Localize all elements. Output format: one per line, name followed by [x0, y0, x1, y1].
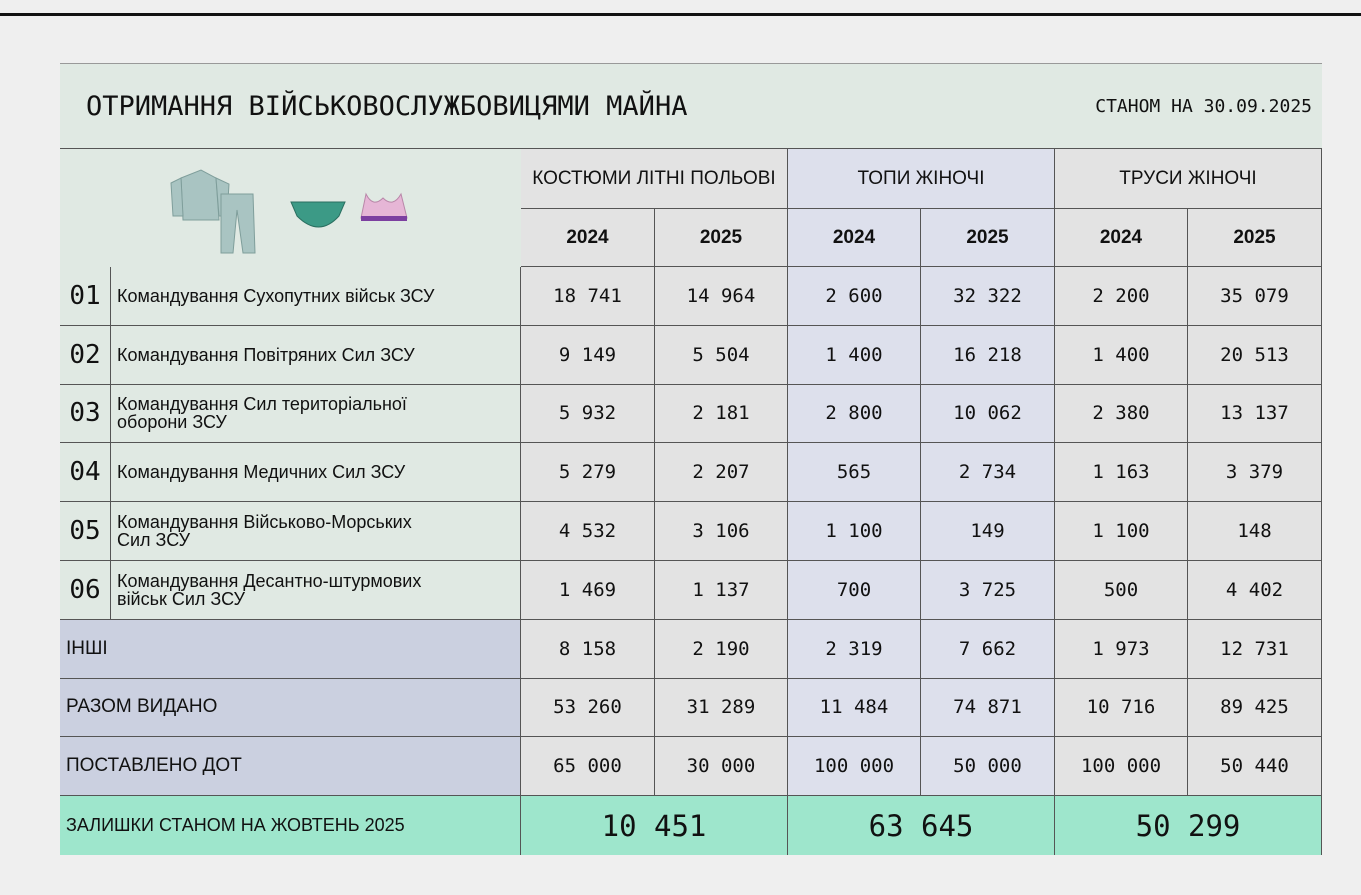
- value-cell: 31 289: [655, 678, 788, 738]
- value-cell: 2 319: [788, 619, 921, 679]
- value-cell: 4 402: [1188, 561, 1322, 620]
- row-number: 01: [60, 267, 111, 326]
- summary-label: ІНШІ: [60, 619, 521, 679]
- icons: [169, 169, 408, 254]
- value-cell: 2 734: [921, 443, 1055, 503]
- value-cell: 2 800: [788, 384, 921, 444]
- value-cell: 53 260: [521, 678, 655, 738]
- row-name: Командування Військово-Морських Сил ЗСУ: [111, 502, 521, 561]
- icons-cell: [60, 149, 521, 267]
- value-cell: 10 062: [921, 384, 1055, 444]
- value-cell: 2 380: [1055, 384, 1188, 444]
- row-number: 05: [60, 502, 111, 561]
- date: СТАНОМ НА 30.09.2025: [1095, 95, 1312, 117]
- value-cell: 35 079: [1188, 267, 1322, 326]
- remainder-label: ЗАЛИШКИ СТАНОМ НА ЖОВТЕНЬ 2025: [60, 796, 521, 855]
- value-cell: 18 741: [521, 267, 655, 326]
- remainder-value: 10 451: [521, 796, 788, 855]
- row-name: Командування Повітряних Сил ЗСУ: [111, 325, 521, 385]
- value-cell: 1 100: [1055, 502, 1188, 561]
- row-name: Командування Десантно-штурмових військ С…: [111, 561, 521, 620]
- value-cell: 3 379: [1188, 443, 1322, 503]
- value-cell: 3 106: [655, 502, 788, 561]
- value-cell: 700: [788, 561, 921, 620]
- group-header: ТРУСИ ЖІНОЧІ: [1055, 149, 1322, 209]
- value-cell: 14 964: [655, 267, 788, 326]
- value-cell: 1 100: [788, 502, 921, 561]
- value-cell: 1 400: [788, 325, 921, 385]
- value-cell: 65 000: [521, 737, 655, 797]
- value-cell: 8 158: [521, 619, 655, 679]
- value-cell: 2 207: [655, 443, 788, 503]
- value-cell: 565: [788, 443, 921, 503]
- value-cell: 1 469: [521, 561, 655, 620]
- year-header: 2025: [655, 209, 788, 267]
- value-cell: 2 600: [788, 267, 921, 326]
- value-cell: 9 149: [521, 325, 655, 385]
- value-cell: 13 137: [1188, 384, 1322, 444]
- value-cell: 20 513: [1188, 325, 1322, 385]
- group-header: КОСТЮМИ ЛІТНІ ПОЛЬОВІ: [521, 149, 788, 209]
- value-cell: 89 425: [1188, 678, 1322, 738]
- value-cell: 50 000: [921, 737, 1055, 797]
- value-cell: 50 440: [1188, 737, 1322, 797]
- value-cell: 1 163: [1055, 443, 1188, 503]
- year-header: 2024: [521, 209, 655, 267]
- value-cell: 1 400: [1055, 325, 1188, 385]
- row-number: 04: [60, 443, 111, 503]
- value-cell: 1 973: [1055, 619, 1188, 679]
- summary-label: РАЗОМ ВИДАНО: [60, 678, 521, 738]
- value-cell: 11 484: [788, 678, 921, 738]
- year-header: 2024: [1055, 209, 1188, 267]
- row-name: Командування Сил територіальної оборони …: [111, 384, 521, 444]
- value-cell: 500: [1055, 561, 1188, 620]
- row-number: 03: [60, 384, 111, 444]
- value-cell: 30 000: [655, 737, 788, 797]
- value-cell: 5 504: [655, 325, 788, 385]
- year-header: 2025: [921, 209, 1055, 267]
- value-cell: 149: [921, 502, 1055, 561]
- value-cell: 100 000: [788, 737, 921, 797]
- title-band: ОТРИМАННЯ ВІЙСЬКОВОСЛУЖБОВИЦЯМИ МАЙНА СТ…: [60, 64, 1322, 149]
- value-cell: 100 000: [1055, 737, 1188, 797]
- value-cell: 32 322: [921, 267, 1055, 326]
- value-cell: 74 871: [921, 678, 1055, 738]
- value-cell: 16 218: [921, 325, 1055, 385]
- value-cell: 2 200: [1055, 267, 1188, 326]
- value-cell: 148: [1188, 502, 1322, 561]
- row-name: Командування Сухопутних військ ЗСУ: [111, 267, 521, 326]
- table: ОТРИМАННЯ ВІЙСЬКОВОСЛУЖБОВИЦЯМИ МАЙНА СТ…: [60, 63, 1322, 855]
- remainder-value: 50 299: [1055, 796, 1322, 855]
- value-cell: 7 662: [921, 619, 1055, 679]
- year-header: 2024: [788, 209, 921, 267]
- value-cell: 2 190: [655, 619, 788, 679]
- value-cell: 12 731: [1188, 619, 1322, 679]
- row-name: Командування Медичних Сил ЗСУ: [111, 443, 521, 503]
- group-header: ТОПИ ЖІНОЧІ: [788, 149, 1055, 209]
- value-cell: 5 279: [521, 443, 655, 503]
- remainder-value: 63 645: [788, 796, 1055, 855]
- year-header: 2025: [1188, 209, 1322, 267]
- row-number: 02: [60, 325, 111, 385]
- value-cell: 2 181: [655, 384, 788, 444]
- value-cell: 3 725: [921, 561, 1055, 620]
- value-cell: 1 137: [655, 561, 788, 620]
- value-cell: 10 716: [1055, 678, 1188, 738]
- top-bar: [0, 13, 1361, 16]
- summary-label: ПОСТАВЛЕНО ДОТ: [60, 737, 521, 797]
- value-cell: 4 532: [521, 502, 655, 561]
- title: ОТРИМАННЯ ВІЙСЬКОВОСЛУЖБОВИЦЯМИ МАЙНА: [86, 90, 688, 122]
- value-cell: 5 932: [521, 384, 655, 444]
- row-number: 06: [60, 561, 111, 620]
